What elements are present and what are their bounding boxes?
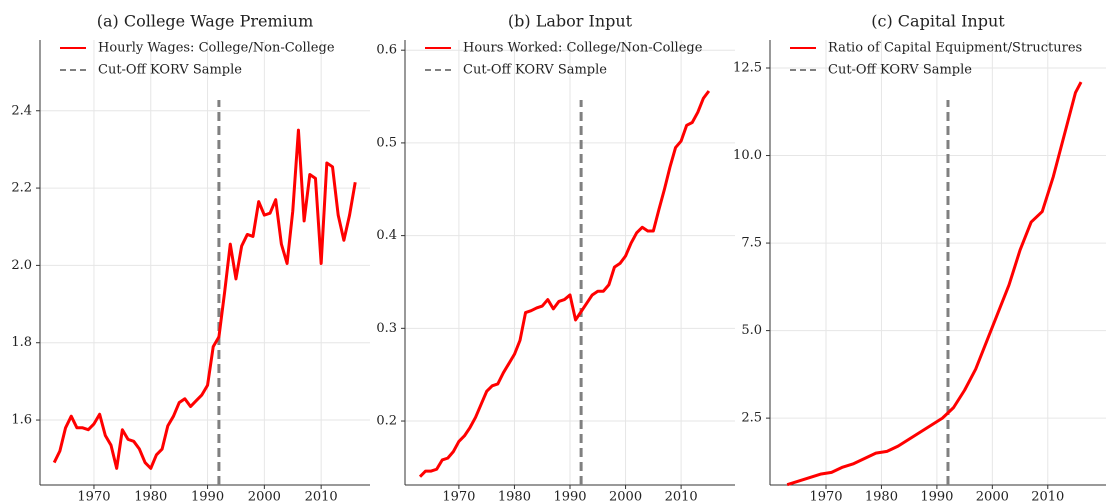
panel: (c) Capital Input 2.5 5.0 7.5 10.0 12.5 1970 19… (733, 12, 1106, 501)
y-tick-label: 2.5 (741, 411, 762, 426)
y-tick-label: 5.0 (741, 323, 762, 338)
x-tick-label: 2000 (976, 490, 1009, 501)
data-line (418, 90, 711, 478)
x-tick-label: 2010 (1031, 490, 1064, 501)
x-tick-label: 1980 (865, 490, 898, 501)
y-tick-label: 0.6 (376, 43, 397, 58)
y-tick-label: 2.0 (11, 258, 32, 273)
x-tick-label: 1970 (442, 490, 475, 501)
legend-label: Hours Worked: College/Non-College (463, 41, 703, 56)
chart-title: (a) College Wage Premium (97, 12, 314, 31)
x-tick-label: 1970 (77, 490, 110, 501)
y-tick-label: 0.5 (376, 135, 397, 150)
x-tick-label: 1990 (191, 490, 224, 501)
legend-label: Ratio of Capital Equipment/Structures (828, 41, 1082, 56)
panel: (a) College Wage Premium 1.6 1.8 2.0 2.2 2.4 1… (11, 12, 370, 501)
x-tick-label: 1990 (920, 490, 953, 501)
y-tick-label: 0.2 (376, 414, 397, 429)
chart-title: (c) Capital Input (871, 12, 1005, 31)
panel: (b) Labor Input 0.2 0.3 0.4 0.5 0.6 1970 1980 19… (376, 12, 735, 501)
legend-label: Hourly Wages: College/Non-College (98, 41, 335, 56)
x-tick-label: 2000 (248, 490, 281, 501)
legend-label: Cut-Off KORV Sample (463, 63, 607, 78)
data-line (52, 128, 357, 470)
y-tick-label: 0.4 (376, 228, 397, 243)
y-tick-label: 0.3 (376, 321, 397, 336)
y-tick-label: 10.0 (733, 148, 762, 163)
x-tick-label: 2010 (305, 490, 338, 501)
chart-title: (b) Labor Input (508, 12, 633, 31)
y-tick-label: 1.8 (11, 335, 32, 350)
y-tick-label: 1.6 (11, 413, 32, 428)
y-tick-label: 2.2 (11, 181, 32, 196)
x-tick-label: 1990 (553, 490, 586, 501)
data-line (786, 81, 1083, 487)
x-tick-label: 1980 (498, 490, 531, 501)
x-tick-label: 1970 (809, 490, 842, 501)
legend-label: Cut-Off KORV Sample (828, 63, 972, 78)
legend-label: Cut-Off KORV Sample (98, 63, 242, 78)
y-tick-label: 7.5 (741, 236, 762, 251)
y-tick-label: 12.5 (733, 61, 762, 76)
x-tick-label: 2000 (609, 490, 642, 501)
x-tick-label: 1980 (134, 490, 167, 501)
y-tick-label: 2.4 (11, 103, 32, 118)
x-tick-label: 2010 (665, 490, 698, 501)
